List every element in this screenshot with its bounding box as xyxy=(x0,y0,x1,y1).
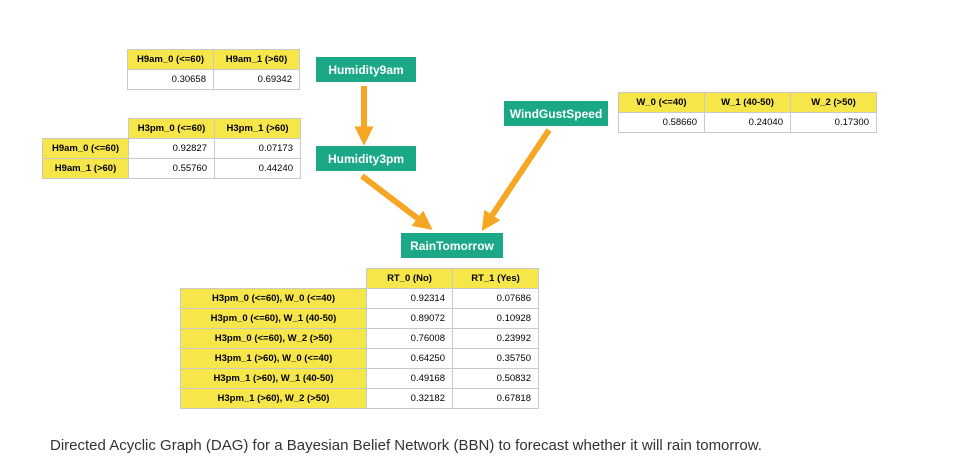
cpt-row-label: H3pm_0 (<=60), W_2 (>50) xyxy=(180,328,367,349)
cpt-windgustspeed: W_0 (<=40) W_1 (40-50) W_2 (>50) 0.58660… xyxy=(618,92,877,133)
node-humidity9am: Humidity9am xyxy=(316,57,416,82)
cpt-header-cell: H3pm_0 (<=60) xyxy=(128,118,215,139)
cpt-header-cell: H9am_1 (>60) xyxy=(213,49,300,70)
cpt-row-label: H3pm_1 (>60), W_1 (40-50) xyxy=(180,368,367,389)
cpt-header-row: RT_0 (No) RT_1 (Yes) xyxy=(181,268,539,289)
cpt-corner-cell xyxy=(181,269,367,289)
cpt-value-cell: 0.23992 xyxy=(452,328,539,349)
cpt-header-row: W_0 (<=40) W_1 (40-50) W_2 (>50) xyxy=(618,92,877,113)
cpt-value-row: H3pm_1 (>60), W_0 (<=40) 0.64250 0.35750 xyxy=(180,348,539,369)
cpt-row-label: H3pm_0 (<=60), W_1 (40-50) xyxy=(180,308,367,329)
cpt-header-row: H9am_0 (<=60) H9am_1 (>60) xyxy=(127,49,300,70)
cpt-header-row: H3pm_0 (<=60) H3pm_1 (>60) xyxy=(43,118,301,139)
cpt-value-cell: 0.69342 xyxy=(213,69,300,90)
cpt-row-label: H9am_1 (>60) xyxy=(42,158,129,179)
cpt-value-row: H3pm_1 (>60), W_2 (>50) 0.32182 0.67818 xyxy=(180,388,539,409)
cpt-corner-cell xyxy=(43,119,129,139)
cpt-header-cell: W_0 (<=40) xyxy=(618,92,705,113)
cpt-value-cell: 0.24040 xyxy=(704,112,791,133)
cpt-value-cell: 0.55760 xyxy=(128,158,215,179)
cpt-row-label: H3pm_1 (>60), W_0 (<=40) xyxy=(180,348,367,369)
cpt-humidity3pm: H3pm_0 (<=60) H3pm_1 (>60) H9am_0 (<=60)… xyxy=(42,118,301,179)
cpt-value-cell: 0.44240 xyxy=(214,158,301,179)
cpt-header-cell: W_1 (40-50) xyxy=(704,92,791,113)
cpt-value-cell: 0.92827 xyxy=(128,138,215,159)
cpt-value-cell: 0.76008 xyxy=(366,328,453,349)
cpt-value-cell: 0.17300 xyxy=(790,112,877,133)
cpt-humidity9am: H9am_0 (<=60) H9am_1 (>60) 0.30658 0.693… xyxy=(127,49,300,90)
cpt-value-row: H3pm_0 (<=60), W_1 (40-50) 0.89072 0.109… xyxy=(180,308,539,329)
cpt-value-row: H3pm_0 (<=60), W_0 (<=40) 0.92314 0.0768… xyxy=(180,288,539,309)
cpt-value-cell: 0.35750 xyxy=(452,348,539,369)
node-windgustspeed: WindGustSpeed xyxy=(504,101,608,126)
node-raintomorrow: RainTomorrow xyxy=(401,233,503,258)
cpt-raintomorrow: RT_0 (No) RT_1 (Yes) H3pm_0 (<=60), W_0 … xyxy=(180,268,539,409)
cpt-value-cell: 0.58660 xyxy=(618,112,705,133)
cpt-value-row: 0.30658 0.69342 xyxy=(127,69,300,90)
cpt-header-cell: H9am_0 (<=60) xyxy=(127,49,214,70)
cpt-value-cell: 0.92314 xyxy=(366,288,453,309)
edge-humidity3pm-to-raintomorrow xyxy=(360,173,433,230)
figure-caption: Directed Acyclic Graph (DAG) for a Bayes… xyxy=(50,437,762,454)
node-humidity3pm: Humidity3pm xyxy=(316,146,416,171)
cpt-value-cell: 0.89072 xyxy=(366,308,453,329)
cpt-value-row: H3pm_0 (<=60), W_2 (>50) 0.76008 0.23992 xyxy=(180,328,539,349)
cpt-value-cell: 0.64250 xyxy=(366,348,453,369)
edge-windgustspeed-to-raintomorrow xyxy=(481,128,552,231)
cpt-value-cell: 0.32182 xyxy=(366,388,453,409)
cpt-row-label: H3pm_1 (>60), W_2 (>50) xyxy=(180,388,367,409)
cpt-value-cell: 0.30658 xyxy=(127,69,214,90)
cpt-value-row: H3pm_1 (>60), W_1 (40-50) 0.49168 0.5083… xyxy=(180,368,539,389)
cpt-value-cell: 0.67818 xyxy=(452,388,539,409)
cpt-value-row: 0.58660 0.24040 0.17300 xyxy=(618,112,877,133)
cpt-value-cell: 0.07686 xyxy=(452,288,539,309)
cpt-value-cell: 0.10928 xyxy=(452,308,539,329)
cpt-value-row: H9am_0 (<=60) 0.92827 0.07173 xyxy=(42,138,301,159)
cpt-row-label: H9am_0 (<=60) xyxy=(42,138,129,159)
cpt-row-label: H3pm_0 (<=60), W_0 (<=40) xyxy=(180,288,367,309)
cpt-value-cell: 0.50832 xyxy=(452,368,539,389)
cpt-header-cell: RT_1 (Yes) xyxy=(452,268,539,289)
cpt-header-cell: H3pm_1 (>60) xyxy=(214,118,301,139)
cpt-header-cell: W_2 (>50) xyxy=(790,92,877,113)
cpt-value-row: H9am_1 (>60) 0.55760 0.44240 xyxy=(42,158,301,179)
cpt-header-cell: RT_0 (No) xyxy=(366,268,453,289)
cpt-value-cell: 0.07173 xyxy=(214,138,301,159)
cpt-value-cell: 0.49168 xyxy=(366,368,453,389)
